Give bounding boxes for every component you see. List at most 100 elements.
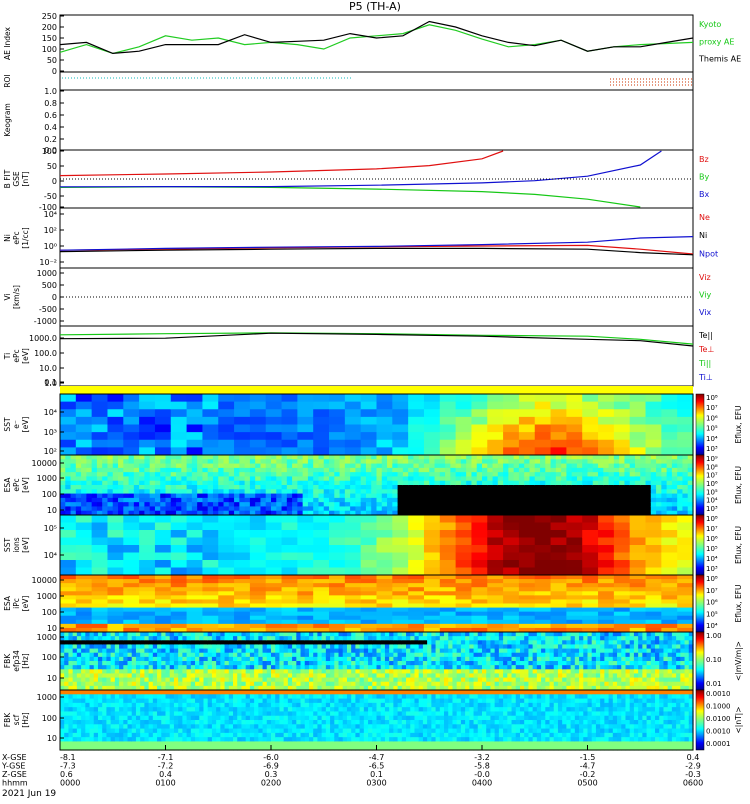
spectrogram-cell [212,640,217,645]
spectrogram-cell [171,575,187,580]
spectrogram-cell [301,682,306,687]
spectrogram-cell [561,506,567,511]
spectrogram-cell [68,640,73,645]
spectrogram-cell [139,498,145,503]
spectrogram-cell [355,468,361,473]
spectrogram-cell [282,575,298,580]
spectrogram-cell [419,649,424,654]
spectrogram-cell [642,682,647,687]
spectrogram-cell [682,468,688,473]
spectrogram-cell [119,649,124,654]
spectrogram-cell [377,472,383,477]
spectrogram-cell [102,657,107,662]
spectrogram-cell [456,612,472,617]
spectrogram-cell [377,644,382,649]
spectrogram-cell [677,515,693,523]
spectrogram-cell [493,494,499,499]
spectrogram-cell [596,649,601,654]
spectrogram-cell [345,481,351,486]
spectrogram-cell [465,636,470,641]
spectrogram-cell [355,640,360,645]
spectrogram-cell [427,649,432,654]
spectrogram-cell [392,568,408,576]
spectrogram-cell [361,394,377,402]
spectrogram-cell [493,464,499,469]
spectrogram-cell [429,468,435,473]
spectrogram-cell [579,644,584,649]
spectrogram-cell [646,612,662,617]
spectrogram-cell [123,402,139,410]
spectrogram-cell [347,682,352,687]
spectrogram-cell [461,632,466,637]
spectrogram-cell [408,489,414,494]
spectrogram-cell [355,472,361,477]
spectrogram-cell [377,498,383,503]
spectrogram-cell [424,489,430,494]
spectrogram-cell [368,649,373,654]
spectrogram-cell [255,476,261,481]
spectrogram-cell [297,587,313,592]
spectrogram-cell [588,661,593,666]
spectrogram-cell [614,432,630,440]
spectrogram-cell [381,673,386,678]
spectrogram-cell [250,669,255,674]
spectrogram-cell [271,632,276,637]
spectrogram-cell [102,502,108,507]
spectrogram-cell [582,568,598,576]
spectrogram-cell [583,636,588,641]
spectrogram-cell [424,568,440,576]
spectrogram-cell [677,440,693,448]
spectrogram-cell [503,669,508,674]
spectrogram-cell [424,604,440,609]
spectrogram-cell [535,402,551,410]
spectrogram-cell [271,455,277,460]
spectrogram-cell [176,485,182,490]
spectrogram-cell [677,560,693,568]
spectrogram-cell [132,673,137,678]
spectrogram-cell [512,632,517,637]
spectrogram-cell [94,665,99,670]
spectrogram-cell [457,657,462,662]
spectrogram-cell [487,587,503,592]
spectrogram-cell [345,545,361,553]
spectrogram-cell [598,545,614,553]
spectrogram-cell [541,661,546,666]
spectrogram-cell [355,485,361,490]
spectrogram-cell [218,583,234,588]
spectrogram-cell [561,468,567,473]
spectrogram-cell [149,661,154,666]
spectrogram-cell [208,682,213,687]
spectrogram-cell [282,425,298,433]
spectrogram-cell [208,498,214,503]
spectrogram-cell [624,459,630,464]
spectrogram-cell [161,682,166,687]
spectrogram-cell [583,669,588,674]
spectrogram-cell [297,604,313,609]
spectrogram-cell [326,657,331,662]
spectrogram-cell [266,579,282,584]
spectrogram-cell [448,653,453,658]
spectrogram-cell [203,682,208,687]
spectrogram-cell [469,682,474,687]
spectrogram-cell [427,644,432,649]
spectrogram-cell [266,523,282,531]
spectrogram-cell [661,498,667,503]
spectrogram-cell [556,459,562,464]
spectrogram-cell [218,545,234,553]
spectrogram-cell [582,489,588,494]
spectrogram-cell [503,481,509,486]
spectrogram-cell [579,661,584,666]
spectrogram-cell [237,657,242,662]
spectrogram-cell [487,515,503,523]
spectrogram-cell [621,636,626,641]
spectrogram-cell [237,640,242,645]
spectrogram-cell [519,494,525,499]
spectrogram-cell [254,632,259,637]
spectrogram-cell [225,644,230,649]
spectrogram-cell [566,644,571,649]
spectrogram-cell [355,632,360,637]
spectrogram-cell [655,640,660,645]
spectrogram-cell [551,425,567,433]
spectrogram-cell [588,678,593,683]
spectrogram-cell [582,425,598,433]
